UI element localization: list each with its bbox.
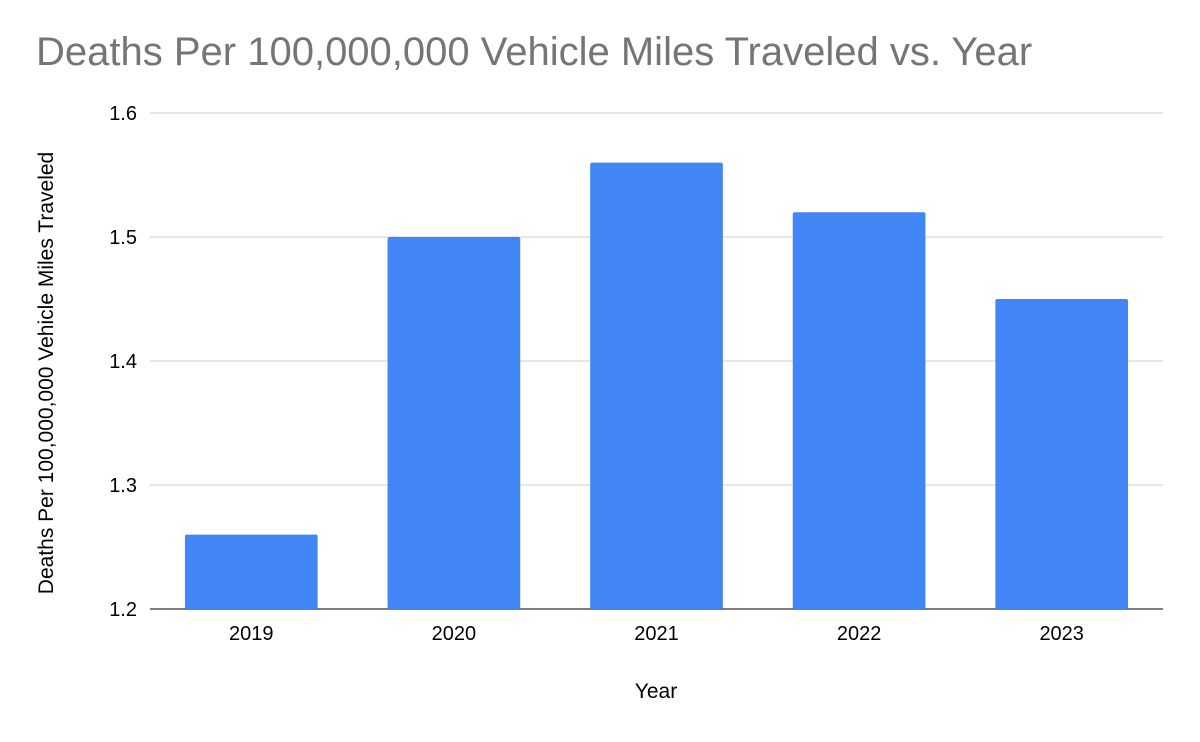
chart-title: Deaths Per 100,000,000 Vehicle Miles Tra… xyxy=(36,30,1033,74)
x-tick-label: 2021 xyxy=(634,623,679,645)
bar-2021 xyxy=(590,162,723,609)
bars xyxy=(184,162,1129,609)
y-tick-label: 1.6 xyxy=(109,103,137,125)
y-tick-label: 1.2 xyxy=(109,599,137,621)
x-tick-label: 2019 xyxy=(229,623,274,645)
y-tick-label: 1.3 xyxy=(109,475,137,497)
bar-2019 xyxy=(184,534,318,609)
y-tick-labels: 1.2 1.3 1.4 1.5 1.6 xyxy=(109,103,137,621)
bar-2022 xyxy=(792,212,926,609)
x-tick-label: 2023 xyxy=(1039,623,1084,645)
y-tick-label: 1.5 xyxy=(109,227,137,249)
x-tick-labels: 2019 2020 2021 2022 2023 xyxy=(229,623,1084,645)
bar-2023 xyxy=(995,299,1129,609)
bar-2020 xyxy=(387,237,521,609)
x-tick-label: 2022 xyxy=(837,623,882,645)
x-tick-label: 2020 xyxy=(432,623,477,645)
x-axis-label: Year xyxy=(634,680,678,703)
y-tick-label: 1.4 xyxy=(109,351,137,373)
